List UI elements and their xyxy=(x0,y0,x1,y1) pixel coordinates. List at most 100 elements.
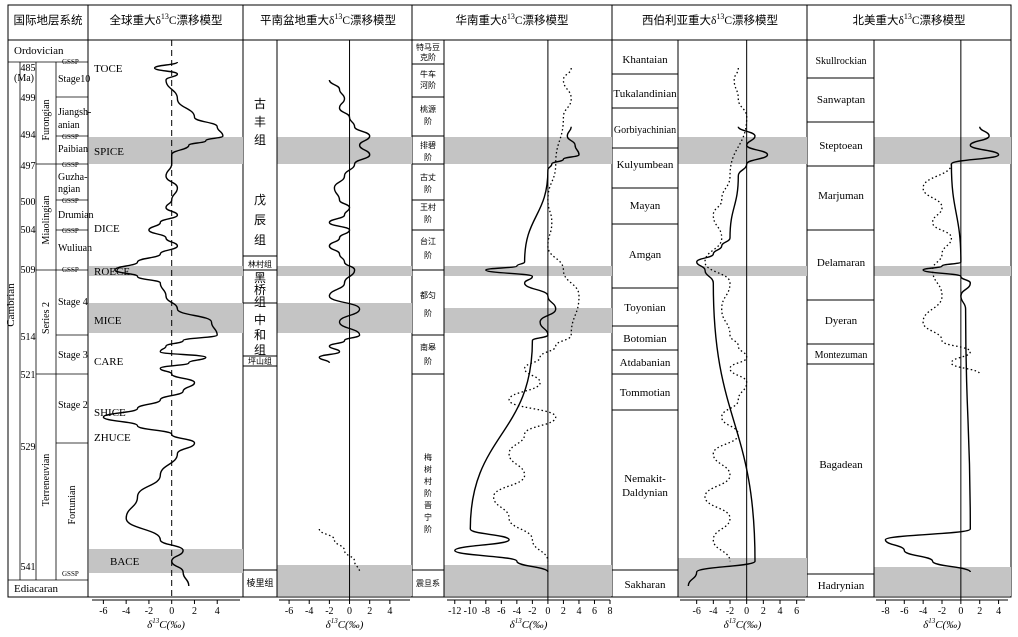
header-south-china: 华南重大δ13C漂移模型 xyxy=(455,12,568,27)
na-hadrynian: Hadrynian xyxy=(818,580,865,592)
x-tick-label: -2 xyxy=(145,606,153,617)
si-kulyumbean: Kulyumbean xyxy=(617,159,674,171)
event-spice: SPICE xyxy=(94,146,124,158)
series-line-1-solid xyxy=(102,61,224,587)
stage-2: Stage 2 xyxy=(58,400,88,411)
stage-fortunian: Fortunian xyxy=(67,486,78,525)
sc-10g: 阶 xyxy=(424,524,432,534)
event-dice: DICE xyxy=(94,223,120,235)
gssp-7: GSSP xyxy=(62,570,79,578)
stage-wuliuan: Wuliuan xyxy=(58,243,92,254)
si-botomian: Botomian xyxy=(623,333,667,345)
x-tick-label: -6 xyxy=(497,606,505,617)
x-tick-label: 0 xyxy=(744,606,749,617)
series-line-1-solid xyxy=(687,126,769,587)
sc-7b: 阶 xyxy=(424,250,432,260)
x-tick-label: 2 xyxy=(977,606,982,617)
pn-gu: 古 xyxy=(254,96,266,111)
pn-zu3: 组 xyxy=(254,295,266,309)
si-daldynian: Daldynian xyxy=(622,487,668,499)
pn-pingshan: 坪山组 xyxy=(248,356,272,366)
gssp-2: GSSP xyxy=(62,133,79,141)
x-axis-label: δ13C(‰) xyxy=(724,617,762,631)
event-labels: TOCE SPICE DICE ROECE MICE CARE SHICE ZH… xyxy=(94,63,140,568)
x-tick-label: -4 xyxy=(709,606,717,617)
label-ediacaran: Ediacaran xyxy=(14,583,58,595)
sc-4b: 阶 xyxy=(424,152,432,162)
age-504: 504 xyxy=(21,225,36,236)
header-pingnan: 平南盆地重大δ13C漂移模型 xyxy=(260,12,396,27)
x-tick-label: -2 xyxy=(325,606,333,617)
si-toyonian: Toyonian xyxy=(624,302,666,314)
pn-lincun: 林村组 xyxy=(248,259,272,269)
na-steptoean: Steptoean xyxy=(819,140,863,152)
x-axis-label: δ13C(‰) xyxy=(326,617,364,631)
x-tick-label: -6 xyxy=(285,606,293,617)
x-tick-label: 2 xyxy=(367,606,372,617)
siberia-units: Khantaian Tukalandinian Gorbiyachinian K… xyxy=(612,40,679,597)
gssp-5: GSSP xyxy=(62,227,79,235)
series-line-1-solid xyxy=(454,126,580,573)
age-494: 494 xyxy=(21,130,36,141)
sc-5a: 古丈 xyxy=(420,172,436,182)
sc-6b: 阶 xyxy=(424,214,432,224)
sc-3b: 阶 xyxy=(424,116,432,126)
age-521: 521 xyxy=(21,370,36,381)
pn-qiao: 桥 xyxy=(254,283,266,297)
si-tukalandinian: Tukalandinian xyxy=(613,88,677,100)
si-sakharan: Sakharan xyxy=(625,579,666,591)
sc-7a: 台江 xyxy=(420,236,436,246)
label-cambrian: Cambrian xyxy=(5,283,17,327)
south-china-units: 特马豆 克阶 牛车 河阶 桃源 阶 排碧 阶 古丈 阶 王村 阶 台江 阶 都匀… xyxy=(412,40,445,597)
age-529: 529 xyxy=(21,442,36,453)
sc-sinian: 震旦系 xyxy=(416,578,440,588)
x-tick-label: -6 xyxy=(692,606,700,617)
pn-zu4: 组 xyxy=(254,343,266,357)
x-tick-label: -12 xyxy=(448,606,461,617)
age-497: 497 xyxy=(21,161,36,172)
stage-boundaries xyxy=(56,96,88,444)
si-mayan: Mayan xyxy=(630,200,661,212)
series-line-2-dotted xyxy=(492,67,580,562)
age-514: 514 xyxy=(21,332,36,343)
stage-guzhangian-a: Guzha- xyxy=(58,172,87,183)
series-terreneuvian: Terreneuvian xyxy=(41,454,52,507)
x-tick-label: -4 xyxy=(919,606,927,617)
series-line-2-dotted xyxy=(704,67,748,562)
age-541: 541 xyxy=(21,562,36,573)
pn-hei: 黑 xyxy=(254,271,266,285)
stage-labels: Stage10 Jiangsh- anian Paibian Guzha- ng… xyxy=(58,74,94,524)
si-atdabanian: Atdabanian xyxy=(620,357,671,369)
stage-4: Stage 4 xyxy=(58,297,88,308)
column-headers: 国际地层系统 全球重大δ13C漂移模型 平南盆地重大δ13C漂移模型 华南重大δ… xyxy=(14,12,966,27)
sc-8a: 都匀 xyxy=(420,290,436,300)
header-siberia: 西伯利亚重大δ13C漂移模型 xyxy=(642,12,778,27)
si-tommotian: Tommotian xyxy=(620,387,671,399)
sc-4a: 排碧 xyxy=(420,140,436,150)
plot-panel-4: -6 -4 -2 0 2 4 6 δ13C(‰) xyxy=(680,40,805,631)
pn-wu: 戊 xyxy=(254,193,266,207)
header-strat: 国际地层系统 xyxy=(14,14,83,27)
series-line-1-solid xyxy=(318,79,371,364)
age-485: 485 xyxy=(21,63,36,74)
na-dyeran: Dyeran xyxy=(825,315,858,327)
x-tick-label: 4 xyxy=(215,606,220,617)
x-tick-label: -4 xyxy=(305,606,313,617)
gssp-1: GSSP xyxy=(62,58,79,66)
x-axis-label: δ13C(‰) xyxy=(923,617,961,631)
x-tick-label: 0 xyxy=(545,606,550,617)
label-ordovician: Ordovician xyxy=(14,45,64,57)
x-tick-label: -2 xyxy=(726,606,734,617)
si-nemakit: Nemakit- xyxy=(624,473,666,485)
sc-1a: 特马豆 xyxy=(416,42,440,52)
x-tick-label: -4 xyxy=(122,606,130,617)
series-furongian: Furongian xyxy=(41,99,52,140)
plot-panel-2: -6 -4 -2 0 2 4 δ13C(‰) xyxy=(279,40,410,631)
x-tick-label: -8 xyxy=(482,606,490,617)
age-509: 509 xyxy=(21,265,36,276)
series-line-1-solid xyxy=(884,126,1000,573)
sc-2a: 牛车 xyxy=(420,69,436,79)
stage-guzhangian-b: ngian xyxy=(58,184,80,195)
series-boundaries xyxy=(36,163,56,375)
